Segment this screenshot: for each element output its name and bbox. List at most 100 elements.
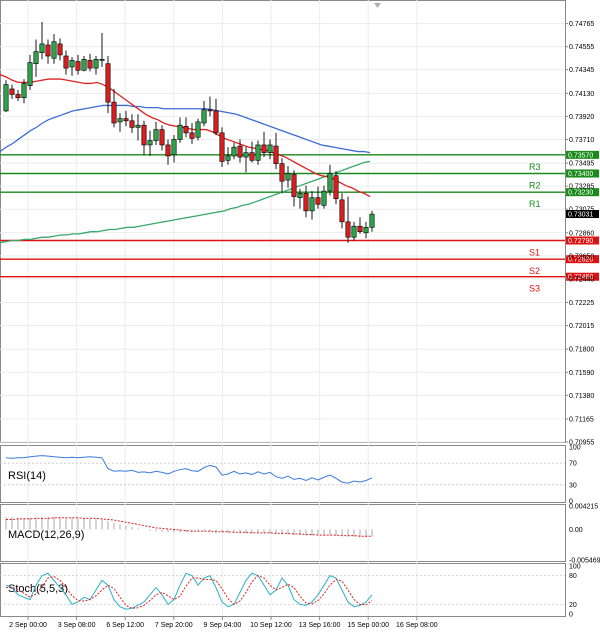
level-price-tag — [566, 169, 599, 178]
candle-body-bearish — [141, 124, 147, 146]
candle-body-bearish — [15, 94, 21, 99]
candle-body-bearish — [9, 88, 15, 95]
level-price-tag — [566, 236, 599, 245]
time-tick-label: 3 Sep 08:00 — [58, 622, 96, 629]
rsi-panel: RSI(14) 100 70 30 0 — [0, 445, 581, 506]
rsi-label: RSI(14) — [8, 470, 46, 482]
candle-body-bullish — [243, 152, 249, 158]
candle-body-bearish — [111, 101, 117, 124]
time-tick-label: 10 Sep 12:00 — [250, 622, 292, 629]
candle-body-bearish — [261, 144, 267, 153]
level-price-tag — [566, 188, 599, 197]
candle-body-bearish — [165, 144, 171, 157]
time-axis: 2 Sep 00:00 3 Sep 08:00 6 Sep 12:00 7 Sep 2… — [9, 617, 438, 629]
candle-body-bullish — [201, 109, 207, 124]
price-tick-label: 0.73920 — [569, 114, 594, 121]
candle-body-bullish — [51, 41, 57, 59]
candle-body-bullish — [321, 190, 327, 206]
candle-body-bearish — [279, 163, 285, 182]
candle-body-bullish — [225, 155, 231, 161]
level-name-r3: R3 — [529, 162, 541, 172]
price-tick-label: 0.70955 — [569, 440, 594, 447]
price-tick-label: 0.74130 — [569, 91, 594, 98]
price-tick-label: 0.73495 — [569, 161, 594, 168]
level-price-tag — [566, 150, 599, 159]
rsi-panel-frame — [0, 445, 566, 503]
level-price-tag — [566, 272, 599, 281]
time-tick-label: 13 Sep 16:00 — [299, 622, 341, 629]
price-tick-label: 0.71165 — [569, 416, 594, 423]
candle-body-bearish — [357, 225, 363, 233]
price-tick-label: 0.72225 — [569, 300, 594, 307]
time-tick-label: 2 Sep 00:00 — [9, 622, 47, 629]
candle-body-bearish — [249, 152, 255, 161]
macd-panel-frame — [0, 504, 566, 562]
candle-body-bullish — [297, 192, 303, 198]
price-tick-label: 0.71380 — [569, 393, 594, 400]
time-tick-label: 6 Sep 12:00 — [106, 622, 144, 629]
price-tick-label: 0.73710 — [569, 137, 594, 144]
candle-body-bullish — [135, 124, 141, 128]
time-tick-label: 15 Sep 00:00 — [347, 622, 389, 629]
candle-body-bullish — [27, 62, 33, 86]
candle-body-bullish — [39, 43, 45, 54]
candle-body-bearish — [339, 199, 345, 223]
candle-body-bullish — [285, 173, 291, 181]
candle-body-bearish — [207, 109, 213, 112]
candle-body-bullish — [309, 197, 315, 212]
stoch-label: Stoch(5,5,3) — [8, 583, 68, 595]
candlesticks — [3, 21, 375, 243]
price-tick-label: 0.72860 — [569, 230, 594, 237]
candle-body-bullish — [267, 144, 273, 153]
level-price-label: 0.73400 — [568, 171, 593, 178]
candle-body-bearish — [303, 192, 309, 212]
candle-body-bullish — [69, 60, 75, 68]
candle-body-bearish — [315, 197, 321, 205]
level-name-s1: S1 — [529, 247, 540, 257]
time-tick-label: 7 Sep 20:00 — [155, 622, 193, 629]
candle-body-bullish — [177, 124, 183, 140]
price-axis: 0.74765 0.74555 0.74345 0.74130 0.73920 0.737… — [565, 21, 599, 447]
price-tick-label: 0.71590 — [569, 370, 594, 377]
stoch-tick-label: 100 — [569, 564, 581, 571]
rsi-line — [5, 455, 373, 484]
candle-body-bearish — [45, 44, 51, 57]
macd-tick-label: -0.005469 — [569, 558, 600, 565]
candle-body-bearish — [273, 145, 279, 164]
level-price-tag — [566, 255, 599, 264]
candle-body-bearish — [219, 132, 225, 162]
time-tick-label: 16 Sep 08:00 — [396, 622, 438, 629]
stoch-panel-frame — [0, 563, 566, 617]
level-price-label: 0.72790 — [568, 238, 593, 245]
stoch-tick-label: 0 — [569, 612, 573, 619]
candle-body-bullish — [255, 144, 261, 161]
price-tick-label: 0.73285 — [569, 184, 594, 191]
rsi-tick-label: 100 — [569, 445, 581, 452]
price-tick-label: 0.74345 — [569, 67, 594, 74]
candle-body-bullish — [3, 84, 9, 112]
candle-body-bullish — [351, 225, 357, 238]
level-name-r1: R1 — [529, 199, 541, 209]
candle-body-bullish — [369, 213, 375, 228]
level-price-label: 0.73570 — [568, 152, 593, 159]
scroll-marker-icon — [374, 3, 381, 8]
candle-body-bullish — [363, 227, 369, 234]
stoch-tick-label: 80 — [569, 573, 577, 580]
candle-body-bullish — [93, 58, 99, 69]
candle-body-bullish — [327, 173, 333, 192]
macd-label: MACD(12,26,9) — [8, 529, 84, 541]
candle-body-bearish — [345, 221, 351, 238]
candle-body-bearish — [333, 175, 339, 200]
candle-body-bearish — [291, 174, 297, 197]
candle-body-bullish — [171, 139, 177, 156]
candle-body-bullish — [195, 121, 201, 138]
price-tick-label: 0.72650 — [569, 253, 594, 260]
level-price-label: 0.73230 — [568, 190, 593, 197]
price-grid — [0, 0, 565, 616]
candle-body-bullish — [81, 58, 87, 71]
candle-body-bearish — [237, 145, 243, 158]
candle-body-bearish — [129, 120, 135, 128]
price-tick-label: 0.71800 — [569, 347, 594, 354]
